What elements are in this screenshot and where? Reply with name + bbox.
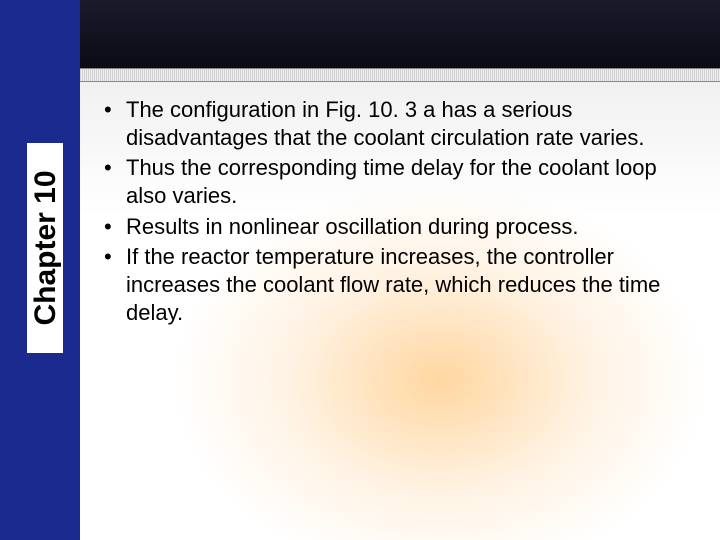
list-item: Results in nonlinear oscillation during … (100, 213, 680, 241)
list-item: The configuration in Fig. 10. 3 a has a … (100, 96, 680, 152)
top-stripe-pattern (80, 68, 720, 82)
chapter-label: Chapter 10 (27, 143, 63, 353)
bullet-list: The configuration in Fig. 10. 3 a has a … (100, 96, 680, 327)
list-item: If the reactor temperature increases, th… (100, 243, 680, 327)
sidebar: Chapter 10 (0, 0, 80, 540)
top-bar (0, 0, 720, 72)
list-item: Thus the corresponding time delay for th… (100, 154, 680, 210)
slide: Chapter 10 The configuration in Fig. 10.… (0, 0, 720, 540)
content-area: The configuration in Fig. 10. 3 a has a … (100, 96, 680, 329)
